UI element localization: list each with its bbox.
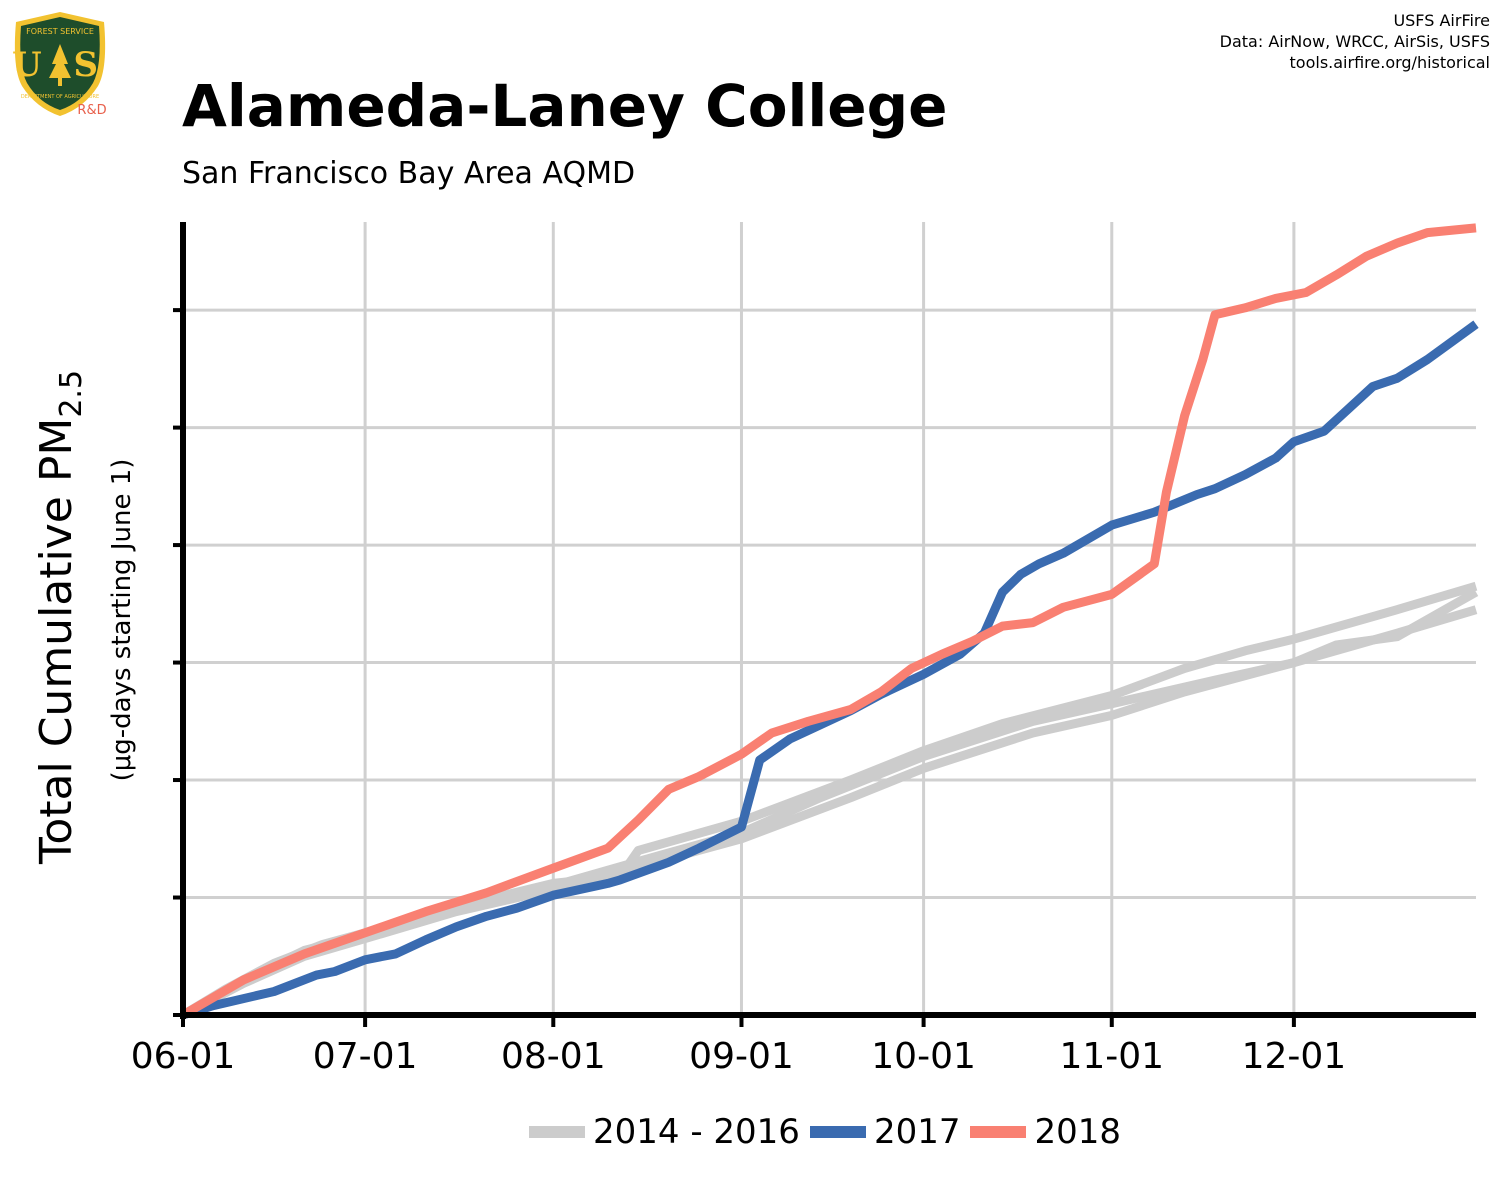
legend-item-2018: 2018 bbox=[970, 1112, 1121, 1152]
x-tick-label: 11-01 bbox=[1059, 1036, 1164, 1077]
credit-line: USFS AirFire bbox=[1393, 11, 1490, 30]
legend-item-2014-2016: 2014 - 2016 bbox=[528, 1112, 800, 1152]
logo-tag: R&D bbox=[77, 103, 106, 118]
axes bbox=[173, 222, 1476, 1019]
series-line-historical bbox=[180, 581, 1478, 1019]
logo-letters: U S bbox=[12, 45, 108, 85]
legend-swatch bbox=[970, 1126, 1027, 1138]
x-tick-label: 07-01 bbox=[313, 1036, 418, 1077]
legend-label: 2017 bbox=[873, 1112, 961, 1152]
legend-item-2017: 2017 bbox=[809, 1112, 961, 1152]
logo-arc-text: FOREST SERVICE bbox=[26, 27, 94, 36]
gridlines bbox=[183, 222, 1476, 1015]
usfs-shield-icon: FOREST SERVICE U S DEPARTMENT OF AGRICUL… bbox=[12, 12, 108, 118]
series-lines bbox=[180, 223, 1479, 1020]
logo-bottom-text: DEPARTMENT OF AGRICULTURE bbox=[21, 94, 99, 100]
legend-swatch bbox=[809, 1126, 866, 1138]
series-line-2018 bbox=[180, 223, 1477, 1019]
legend-swatch bbox=[528, 1126, 585, 1138]
chart-title: Alameda-Laney College bbox=[182, 72, 948, 140]
x-tick-label: 08-01 bbox=[501, 1036, 606, 1077]
x-tick-label: 10-01 bbox=[871, 1036, 976, 1077]
x-tick-label: 09-01 bbox=[689, 1036, 794, 1077]
legend-label: 2018 bbox=[1034, 1112, 1121, 1152]
x-tick-label: 06-01 bbox=[131, 1036, 236, 1077]
x-tick-label: 12-01 bbox=[1242, 1036, 1347, 1077]
x-tick-labels: 06-01 07-01 08-01 09-01 10-01 11-01 12-01 bbox=[131, 1015, 1346, 1077]
chart-subtitle: San Francisco Bay Area AQMD bbox=[182, 156, 636, 191]
legend-label: 2014 - 2016 bbox=[592, 1112, 800, 1152]
credit-line: tools.airfire.org/historical bbox=[1289, 53, 1490, 72]
legend: 2014 - 2016 2017 2018 bbox=[0, 1112, 1500, 1152]
credits: USFS AirFire Data: AirNow, WRCC, AirSis,… bbox=[1220, 10, 1490, 73]
credit-line: Data: AirNow, WRCC, AirSis, USFS bbox=[1219, 32, 1490, 51]
